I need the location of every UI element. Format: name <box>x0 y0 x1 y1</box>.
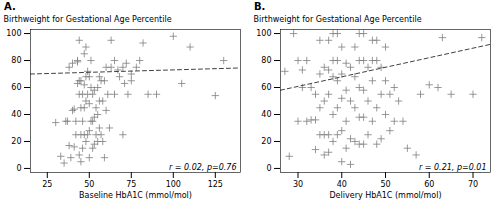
svg-text:125: 125 <box>208 180 223 189</box>
svg-text:Baseline HbA1C (mmol/mol): Baseline HbA1C (mmol/mol) <box>79 191 192 200</box>
svg-text:Delivery HbA1C (mmol/mol): Delivery HbA1C (mmol/mol) <box>329 191 441 200</box>
svg-text:Birthweight for Gestational Ag: Birthweight for Gestational Age Percenti… <box>4 15 172 24</box>
svg-text:40: 40 <box>11 110 21 119</box>
svg-text:80: 80 <box>261 56 271 65</box>
svg-text:100: 100 <box>6 29 21 38</box>
svg-text:100: 100 <box>166 180 181 189</box>
svg-text:70: 70 <box>468 180 478 189</box>
svg-text:0: 0 <box>16 164 21 173</box>
svg-text:r = 0.21, p=0.01: r = 0.21, p=0.01 <box>419 163 487 172</box>
svg-text:80: 80 <box>11 56 21 65</box>
svg-text:40: 40 <box>337 180 347 189</box>
html-text:A.: A. <box>4 1 16 12</box>
svg-text:60: 60 <box>261 83 271 92</box>
svg-text:30: 30 <box>293 180 303 189</box>
svg-text:75: 75 <box>126 180 136 189</box>
svg-text:r = 0.02, p=0.76: r = 0.02, p=0.76 <box>169 163 237 172</box>
svg-text:60: 60 <box>424 180 434 189</box>
svg-text:0: 0 <box>266 164 271 173</box>
svg-text:40: 40 <box>261 110 271 119</box>
svg-text:100: 100 <box>256 29 271 38</box>
svg-text:Birthweight for Gestational Ag: Birthweight for Gestational Age Percenti… <box>254 15 422 24</box>
html-text:B.: B. <box>254 1 266 12</box>
svg-text:20: 20 <box>11 137 21 146</box>
svg-text:50: 50 <box>84 180 94 189</box>
svg-text:20: 20 <box>261 137 271 146</box>
svg-text:60: 60 <box>11 83 21 92</box>
svg-text:50: 50 <box>380 180 390 189</box>
svg-text:25: 25 <box>42 180 52 189</box>
